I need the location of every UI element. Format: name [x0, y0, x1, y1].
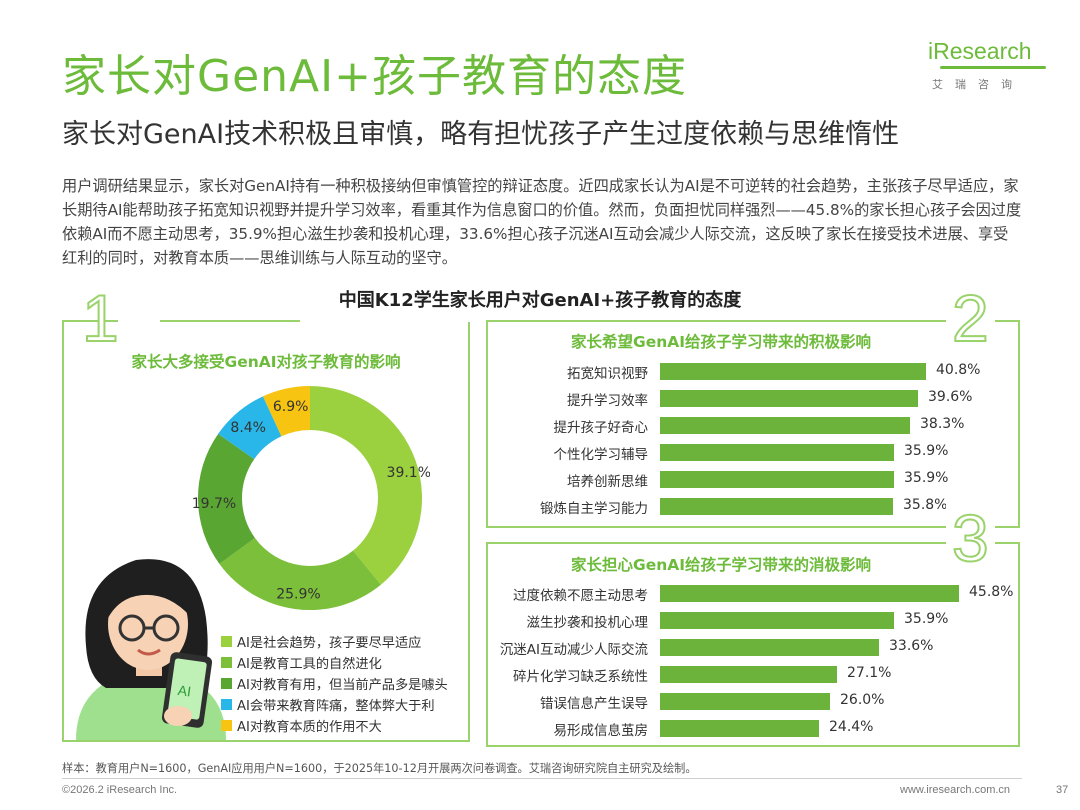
bar	[660, 666, 837, 683]
bar	[660, 498, 893, 515]
donut-chart: 39.1% 25.9% 19.7% 8.4% 6.9%	[192, 386, 430, 610]
page-title: 家长对GenAI+孩子教育的态度	[62, 51, 687, 102]
panel-acceptance	[62, 322, 470, 742]
bar	[660, 585, 959, 602]
footer-divider	[62, 778, 1022, 779]
donut-slice-label: 39.1%	[387, 465, 430, 481]
bar-category-label: 培养创新思维	[567, 474, 648, 490]
bar	[660, 612, 894, 629]
bar-category-label: 提升孩子好奇心	[553, 420, 649, 436]
panel-negative-effects	[486, 542, 1020, 747]
negative-chart-title: 家长担心GenAI给孩子学习带来的消极影响	[570, 556, 872, 574]
bar	[660, 363, 926, 380]
bar-category-label: 易形成信息茧房	[553, 723, 649, 739]
legend-label: AI会带来教育阵痛，整体弊大于利	[237, 699, 435, 714]
chart-main-title: 中国K12学生家长用户对GenAI+孩子教育的态度	[338, 290, 742, 311]
page-subtitle: 家长对GenAI技术积极且审慎，略有担忧孩子产生过度依赖与思维惰性	[62, 119, 900, 150]
bar-value-label: 39.6%	[928, 389, 973, 405]
bar-category-label: 个性化学习辅导	[553, 447, 649, 463]
legend-swatch	[221, 720, 232, 731]
donut-slice-label: 6.9%	[273, 399, 309, 415]
logo-sub-text: 艾瑞咨询	[932, 78, 1024, 91]
legend-swatch	[221, 699, 232, 710]
bar-category-label: 拓宽知识视野	[567, 366, 648, 382]
bar-value-label: 35.9%	[904, 443, 949, 459]
legend-swatch	[221, 657, 232, 668]
legend-item: AI是教育工具的自然进化	[221, 652, 448, 673]
bar-category-label: 沉迷AI互动减少人际交流	[499, 642, 648, 658]
donut-title: 家长大多接受GenAI对孩子教育的影响	[131, 353, 401, 371]
bar	[660, 417, 910, 434]
bar	[660, 693, 830, 710]
intro-paragraph: 用户调研结果显示，家长对GenAI持有一种积极接纳但审慎管控的辩证态度。近四成家…	[62, 177, 1022, 267]
positive-chart-title: 家长希望GenAI给孩子学习带来的积极影响	[570, 333, 872, 351]
bar	[660, 720, 819, 737]
bar-category-label: 锻炼自主学习能力	[540, 501, 648, 517]
donut-slice	[218, 396, 282, 460]
legend-item: AI对教育本质的作用不大	[221, 715, 448, 736]
donut-slice	[262, 386, 310, 437]
legend-label: AI对教育有用，但当前产品多是噱头	[237, 678, 448, 693]
page-number: 37	[1056, 784, 1069, 796]
bar	[660, 390, 918, 407]
bar	[660, 639, 879, 656]
panel-1-top-border-right	[160, 320, 300, 322]
donut-slice	[219, 537, 381, 610]
footer-copyright: ©2026.2 iResearch Inc.	[62, 784, 178, 796]
donut-legend: AI是社会趋势，孩子要尽早适应 AI是教育工具的自然进化 AI对教育有用，但当前产品…	[221, 631, 448, 736]
bar-category-label: 过度依赖不愿主动思考	[513, 588, 648, 604]
donut-slice-label: 19.7%	[192, 496, 236, 512]
panel-1-top-border-left	[62, 320, 118, 322]
bar	[660, 471, 894, 488]
bar-value-label: 26.0%	[840, 692, 885, 708]
legend-label: AI是教育工具的自然进化	[237, 657, 382, 672]
logo-underline	[940, 66, 1046, 69]
bar-value-label: 45.8%	[969, 584, 1014, 600]
legend-swatch	[221, 636, 232, 647]
footer-sample-note: 样本：教育用户N=1600，GenAI应用用户N=1600，于2025年10-1…	[62, 762, 697, 775]
legend-item: AI对教育有用，但当前产品多是噱头	[221, 673, 448, 694]
panel-positive-effects	[486, 320, 1020, 528]
bar-value-label: 35.9%	[904, 470, 949, 486]
bar-category-label: 碎片化学习缺乏系统性	[513, 669, 648, 685]
donut-slice	[198, 433, 255, 564]
bar-value-label: 24.4%	[829, 719, 874, 735]
bar-value-label: 38.3%	[920, 416, 965, 432]
bar-value-label: 33.6%	[889, 638, 934, 654]
bar-category-label: 滋生抄袭和投机心理	[526, 615, 649, 631]
bar-category-label: 提升学习效率	[567, 393, 648, 409]
bar-value-label: 27.1%	[847, 665, 892, 681]
bar-category-label: 错误信息产生误导	[540, 696, 648, 712]
footer-website: www.iresearch.com.cn	[900, 784, 1011, 796]
legend-item: AI是社会趋势，孩子要尽早适应	[221, 631, 448, 652]
legend-label: AI是社会趋势，孩子要尽早适应	[237, 636, 422, 651]
donut-slice	[310, 386, 423, 585]
bar-value-label: 35.9%	[904, 611, 949, 627]
section-number-2: 2	[946, 280, 995, 356]
parent-with-phone-illustration: AI	[76, 559, 226, 740]
legend-swatch	[221, 678, 232, 689]
donut-slice-label: 25.9%	[276, 586, 320, 602]
logo-brand-text: iResearch	[928, 38, 1032, 64]
section-number-1: 1	[81, 280, 120, 356]
iresearch-logo: iResearch 艾瑞咨询	[928, 36, 1050, 98]
legend-label: AI对教育本质的作用不大	[237, 720, 382, 735]
section-number-3: 3	[946, 500, 995, 576]
donut-slice-label: 8.4%	[230, 420, 266, 436]
phone-ai-label: AI	[177, 682, 192, 700]
legend-item: AI会带来教育阵痛，整体弊大于利	[221, 694, 448, 715]
bar-value-label: 40.8%	[936, 362, 981, 378]
bar-value-label: 35.8%	[903, 497, 948, 513]
bar	[660, 444, 894, 461]
